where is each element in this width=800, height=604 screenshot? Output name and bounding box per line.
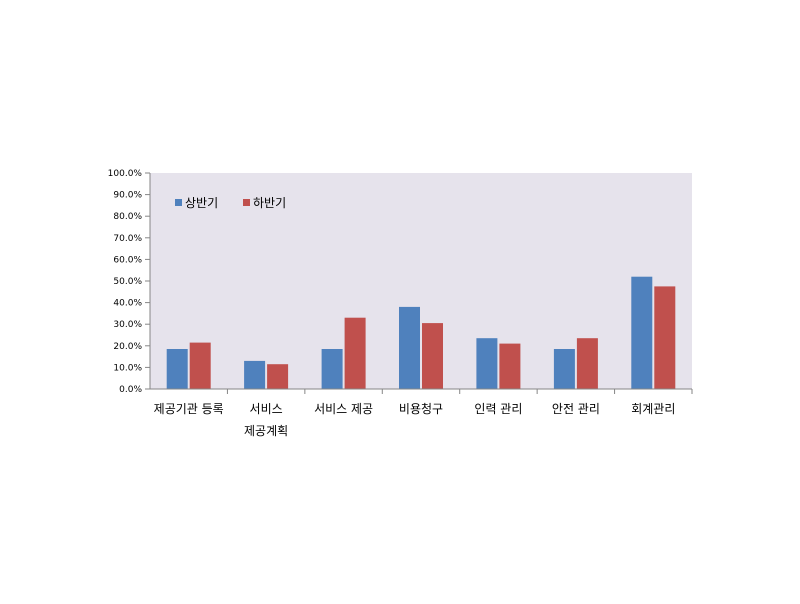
y-tick-label-3: 20.0%	[113, 342, 142, 352]
bar-2-5	[499, 343, 521, 389]
x-tick-label-6: 안전 관리	[552, 402, 600, 416]
bar-2-1	[189, 342, 211, 389]
bar-2-2	[267, 364, 289, 389]
bar-2-3	[344, 317, 366, 389]
bar-2-7	[654, 286, 676, 389]
x-tick-label-line: 회계관리	[631, 402, 675, 416]
x-tick-label-line: 안전 관리	[552, 402, 600, 416]
bar-1-4	[399, 306, 420, 389]
bar-1-6	[553, 349, 575, 389]
y-tick-label-7: 60.0%	[113, 255, 142, 265]
x-tick-label-line: 비용청구	[399, 402, 443, 416]
bar-2-6	[576, 338, 598, 389]
y-tick-label-8: 70.0%	[113, 234, 142, 244]
legend-swatch-1	[175, 199, 182, 206]
bar-1-5	[476, 338, 498, 389]
legend: 상반기 하반기	[175, 196, 286, 210]
x-tick-label-line: 서비스 제공	[314, 402, 373, 416]
legend-label-2: 하반기	[253, 196, 286, 210]
x-tick-label-5: 인력 관리	[474, 402, 522, 416]
y-tick-label-10: 90.0%	[113, 191, 142, 201]
x-tick-label-line: 제공기관 등록	[154, 402, 224, 416]
legend-swatch-2	[243, 199, 250, 206]
bar-2-4	[422, 323, 443, 389]
y-tick-label-1: 0.0%	[119, 385, 142, 395]
plot-area	[150, 173, 692, 389]
bar-1-1	[166, 349, 188, 389]
x-tick-label-3: 서비스 제공	[314, 402, 373, 416]
bar-1-7	[631, 276, 653, 389]
y-tick-label-6: 50.0%	[113, 277, 142, 287]
y-tick-label-4: 30.0%	[113, 320, 142, 330]
bars-layer	[166, 276, 676, 389]
bar-1-2	[244, 360, 266, 389]
x-tick-label-4: 비용청구	[399, 402, 443, 416]
y-tick-label-9: 80.0%	[113, 212, 142, 222]
x-tick-label-line: 인력 관리	[474, 402, 522, 416]
legend-label-1: 상반기	[185, 196, 218, 210]
x-tick-label-line: 제공계획	[244, 424, 288, 438]
y-tick-label-5: 40.0%	[113, 299, 142, 309]
y-tick-label-2: 10.0%	[113, 363, 142, 373]
y-axis-ticks: 0.0% 10.0% 20.0% 30.0% 40.0% 50.0% 60.0% 70.0% 8…	[108, 169, 150, 395]
x-tick-label-line: 서비스	[250, 402, 283, 416]
x-tick-label-7: 회계관리	[631, 402, 675, 416]
bar-1-3	[321, 349, 343, 389]
y-tick-label-11: 100.0%	[108, 169, 143, 179]
x-tick-label-1: 제공기관 등록	[154, 402, 224, 416]
